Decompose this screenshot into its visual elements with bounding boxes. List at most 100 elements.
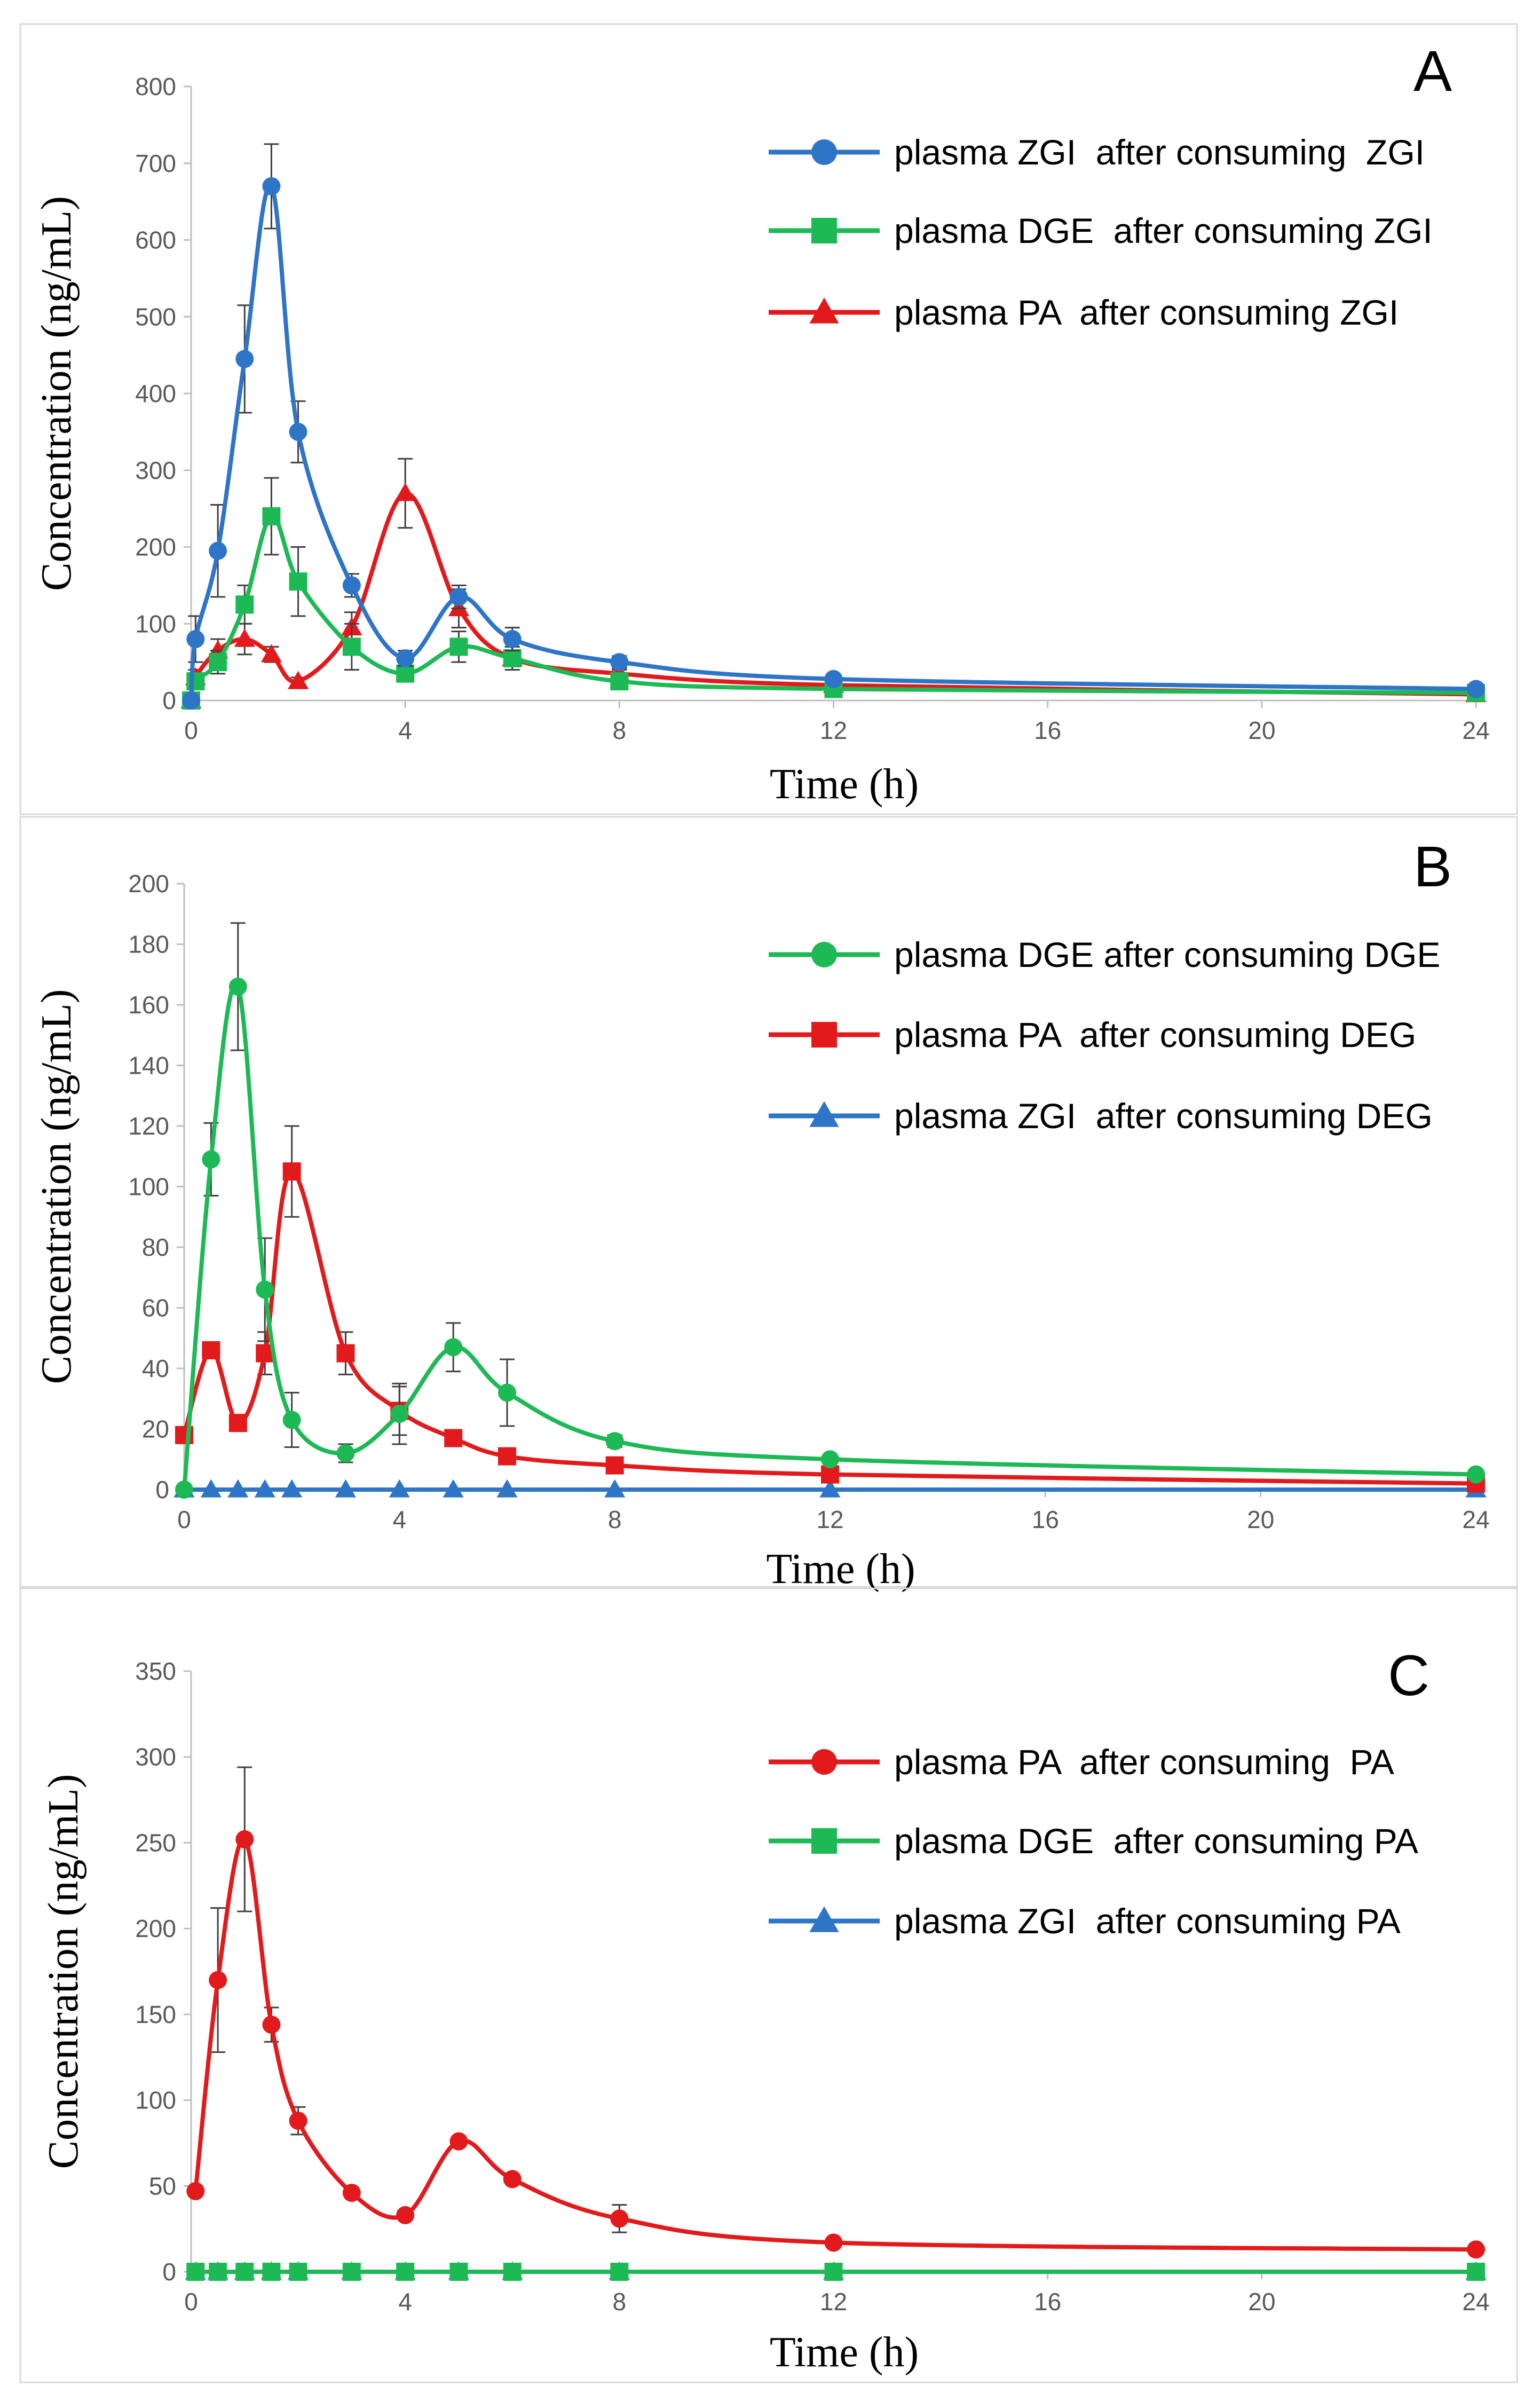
y-axis-title: Concentration (ng/mL) <box>33 989 80 1384</box>
data-point <box>262 177 281 195</box>
data-point <box>336 1344 355 1363</box>
data-point <box>228 1414 247 1432</box>
y-tick-label: 100 <box>135 2087 176 2114</box>
data-point <box>262 2263 281 2281</box>
data-point <box>342 637 361 656</box>
data-point <box>202 1341 220 1359</box>
legend: plasma DGE after consuming DGE plasma PA … <box>769 935 1440 1136</box>
data-point <box>824 670 843 688</box>
y-tick-label: 400 <box>135 380 176 407</box>
data-point <box>449 637 468 656</box>
data-point <box>289 572 307 591</box>
data-point <box>503 2170 522 2189</box>
legend-marker <box>811 942 837 967</box>
data-point <box>503 649 522 667</box>
y-tick-label: 60 <box>142 1294 169 1322</box>
data-point <box>819 1479 841 1498</box>
data-point <box>342 576 361 595</box>
panel-frame <box>19 816 1518 1588</box>
legend-label: plasma ZGI after consuming ZGI <box>894 132 1425 172</box>
data-point <box>186 672 205 691</box>
legend-marker <box>811 139 837 165</box>
y-tick-label: 300 <box>135 1743 176 1771</box>
x-tick-label: 12 <box>820 2288 847 2316</box>
data-point <box>175 1481 193 1499</box>
x-tick-label: 8 <box>613 717 627 744</box>
panel-label: C <box>1388 1643 1430 1707</box>
legend-marker <box>809 1101 839 1127</box>
y-axis-title: Concentration (ng/mL) <box>40 1774 87 2169</box>
legend: plasma ZGI after consuming ZGI plasma DGE… <box>769 132 1433 332</box>
chart-panel-c: 0 50 100 150 200 250 300 350 0 4 8 12 16 20 24 Time (h)… <box>19 1587 1518 2383</box>
y-tick-label: 700 <box>135 149 176 177</box>
data-point <box>289 2112 307 2130</box>
y-tick-label: 180 <box>128 931 169 958</box>
y-axis-title: Concentration (ng/mL) <box>33 196 80 591</box>
x-tick-label: 4 <box>398 2288 412 2316</box>
data-point <box>449 2132 468 2151</box>
data-point <box>209 2263 227 2281</box>
x-tick-label: 24 <box>1462 2288 1489 2316</box>
x-tick-label: 8 <box>613 2288 627 2316</box>
y-tick-label: 100 <box>135 610 176 637</box>
panel-frame <box>19 1587 1518 2383</box>
data-point <box>396 649 415 667</box>
x-tick-label: 8 <box>608 1506 622 1533</box>
data-point <box>282 1162 301 1181</box>
data-point <box>288 671 309 689</box>
data-point <box>610 653 629 672</box>
x-tick-label: 0 <box>184 717 198 744</box>
data-point <box>396 664 415 683</box>
x-tick-label: 24 <box>1462 717 1489 744</box>
data-point <box>262 2016 281 2034</box>
data-point <box>605 1456 624 1475</box>
chart-panel-a: 0 100 200 300 400 500 600 700 800 0 4 8 12 16 20 24 Time… <box>19 23 1518 815</box>
data-point <box>605 1432 624 1451</box>
y-tick-label: 800 <box>135 73 176 100</box>
data-point <box>186 630 205 648</box>
x-tick-label: 24 <box>1462 1506 1489 1533</box>
y-tick-label: 40 <box>142 1355 169 1382</box>
legend-label: plasma DGE after consuming DGE <box>894 935 1440 974</box>
data-point <box>389 1479 410 1498</box>
data-point <box>1467 2240 1485 2259</box>
data-point <box>503 630 522 648</box>
x-axis-title: Time (h) <box>770 761 919 808</box>
series-2 <box>186 2263 1485 2281</box>
data-point <box>821 1465 839 1484</box>
data-point <box>186 2182 205 2200</box>
data-point <box>186 2263 205 2281</box>
data-point <box>202 1150 220 1169</box>
panel-frame <box>19 23 1518 815</box>
x-tick-label: 16 <box>1034 717 1061 744</box>
x-tick-label: 0 <box>177 1506 191 1533</box>
data-point <box>209 1971 227 1989</box>
panel-label: A <box>1413 38 1452 103</box>
panel-label: B <box>1413 834 1452 899</box>
series-line <box>182 981 1476 1490</box>
legend-label: plasma PA after consuming DEG <box>894 1015 1416 1054</box>
y-tick-label: 100 <box>128 1173 169 1201</box>
x-tick-label: 4 <box>398 717 412 744</box>
y-tick-label: 20 <box>142 1415 169 1443</box>
legend-marker <box>811 1828 837 1854</box>
y-tick-label: 200 <box>135 1915 176 1942</box>
series-1 <box>175 922 1485 1499</box>
data-point <box>498 1383 516 1402</box>
data-point <box>335 1479 357 1498</box>
data-point <box>449 587 468 606</box>
y-tick-label: 350 <box>135 1657 176 1685</box>
data-point <box>443 1479 464 1498</box>
data-point <box>260 644 282 663</box>
data-point <box>209 541 227 560</box>
chart-panel-b: 0 20 40 60 80 100 120 140 160 180 200 0 4 8 12 16 20 24 Ti… <box>19 816 1518 1593</box>
data-point <box>182 691 200 710</box>
data-point <box>610 672 629 691</box>
x-tick-label: 12 <box>816 1506 843 1533</box>
data-point <box>282 1411 301 1429</box>
series-1 <box>186 1766 1485 2259</box>
data-point <box>289 422 307 441</box>
data-point <box>234 628 255 647</box>
y-tick-label: 50 <box>149 2172 176 2200</box>
data-point <box>235 1830 254 1848</box>
